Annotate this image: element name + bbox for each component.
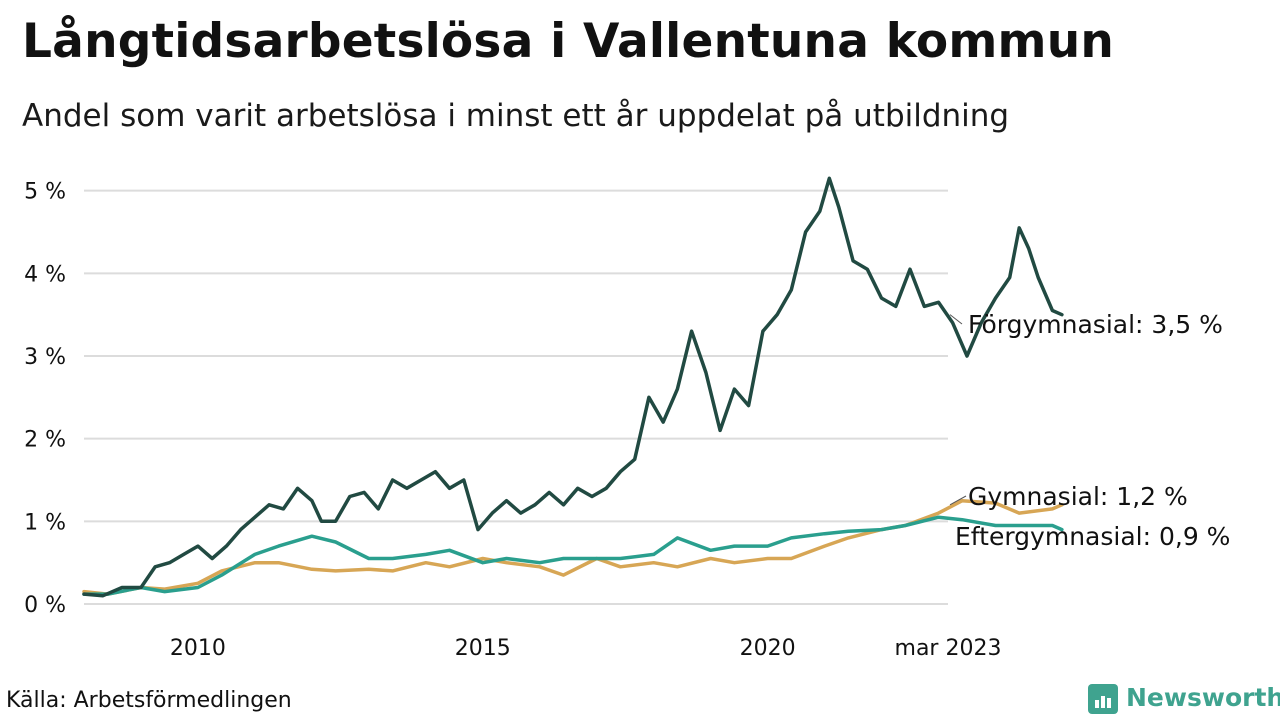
end-label-forgymnasial: Förgymnasial: 3,5 % <box>968 310 1223 339</box>
leader-line-gymnasial <box>949 495 967 506</box>
y-axis-labels: 0 % 1 % 2 % 3 % 4 % 5 % <box>24 180 66 618</box>
series-line-forgymnasial <box>82 176 1064 598</box>
end-labels: Förgymnasial: 3,5 % Gymnasial: 1,2 % Efter… <box>949 310 1230 551</box>
end-label-eftergymnasial: Eftergymnasial: 0,9 % <box>955 522 1230 551</box>
chart-title: Långtidsarbetslösa i Vallentuna kommun <box>22 14 1115 69</box>
series-line-eftergymnasial <box>82 515 1064 596</box>
logo-text: Newsworthy <box>1126 683 1280 712</box>
chart-subtitle: Andel som varit arbetslösa i minst ett å… <box>22 98 1010 134</box>
series-lines <box>82 176 1064 598</box>
y-tick-label: 1 % <box>24 510 66 535</box>
x-tick-label: 2015 <box>455 636 511 661</box>
x-tick-label: 2010 <box>170 636 226 661</box>
newsworthy-logo: Newsworthy <box>1088 683 1280 716</box>
y-tick-label: 3 % <box>24 345 66 370</box>
y-tick-label: 5 % <box>24 180 66 205</box>
logo-icon <box>1088 684 1118 714</box>
source-note: Källa: Arbetsförmedlingen <box>6 688 292 713</box>
x-tick-label: 2020 <box>740 636 796 661</box>
y-tick-label: 0 % <box>24 593 66 618</box>
series-line-gymnasial <box>82 498 1064 596</box>
x-axis-labels: 2010 2015 2020 mar 2023 <box>170 636 1002 661</box>
x-tick-label: mar 2023 <box>895 636 1002 661</box>
y-tick-label: 2 % <box>24 428 66 453</box>
end-label-gymnasial: Gymnasial: 1,2 % <box>968 482 1188 511</box>
y-tick-label: 4 % <box>24 262 66 287</box>
grid-lines <box>84 189 948 605</box>
leader-line-forgymnasial <box>949 314 963 325</box>
